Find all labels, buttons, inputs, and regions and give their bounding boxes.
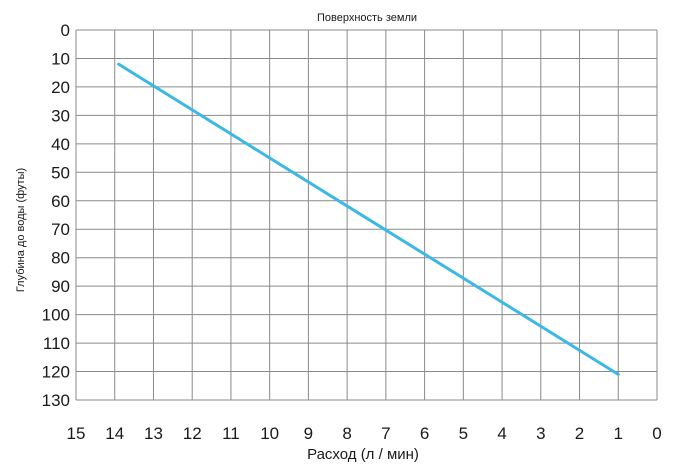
x-tick-label: 9 bbox=[304, 424, 313, 443]
y-tick-labels: 0 10 20 30 40 50 60 70 80 90 100 110 120 130 bbox=[42, 21, 70, 410]
x-axis-title: Расход (л / мин) bbox=[307, 446, 419, 463]
x-tick-labels: 15 14 13 12 11 10 9 8 7 6 5 4 3 2 1 0 bbox=[67, 424, 662, 443]
y-tick-label: 90 bbox=[51, 277, 70, 296]
x-tick-label: 10 bbox=[260, 424, 279, 443]
x-tick-label: 7 bbox=[381, 424, 390, 443]
y-tick-label: 110 bbox=[43, 334, 70, 353]
x-tick-label: 12 bbox=[183, 424, 202, 443]
x-tick-label: 5 bbox=[459, 424, 468, 443]
y-tick-label: 70 bbox=[51, 220, 70, 239]
series-layer bbox=[117, 62, 620, 376]
x-tick-label: 1 bbox=[614, 424, 623, 443]
y-tick-label: 40 bbox=[51, 135, 70, 154]
y-tick-label: 10 bbox=[51, 49, 70, 68]
x-tick-label: 2 bbox=[575, 424, 584, 443]
x-tick-label: 4 bbox=[497, 424, 506, 443]
x-tick-label: 8 bbox=[342, 424, 351, 443]
y-tick-label: 20 bbox=[51, 78, 70, 97]
series-line bbox=[117, 62, 620, 376]
x-tick-label: 6 bbox=[420, 424, 429, 443]
x-tick-label: 0 bbox=[652, 424, 661, 443]
y-tick-label: 120 bbox=[42, 363, 70, 382]
grid bbox=[75, 29, 658, 401]
y-tick-label: 50 bbox=[51, 163, 70, 182]
x-tick-label: 15 bbox=[67, 424, 86, 443]
y-tick-label: 0 bbox=[61, 21, 70, 40]
y-tick-label: 60 bbox=[51, 192, 70, 211]
x-tick-label: 11 bbox=[222, 424, 240, 443]
y-tick-label: 100 bbox=[42, 306, 70, 325]
x-tick-label: 3 bbox=[536, 424, 545, 443]
y-tick-label: 30 bbox=[51, 106, 70, 125]
x-tick-label: 13 bbox=[144, 424, 163, 443]
y-tick-label: 80 bbox=[51, 249, 70, 268]
y-axis-title: Глубина до воды (футы) bbox=[15, 168, 27, 292]
chart-title: Поверхность земли bbox=[317, 12, 417, 24]
y-tick-label: 130 bbox=[42, 391, 70, 410]
x-tick-label: 14 bbox=[105, 424, 124, 443]
